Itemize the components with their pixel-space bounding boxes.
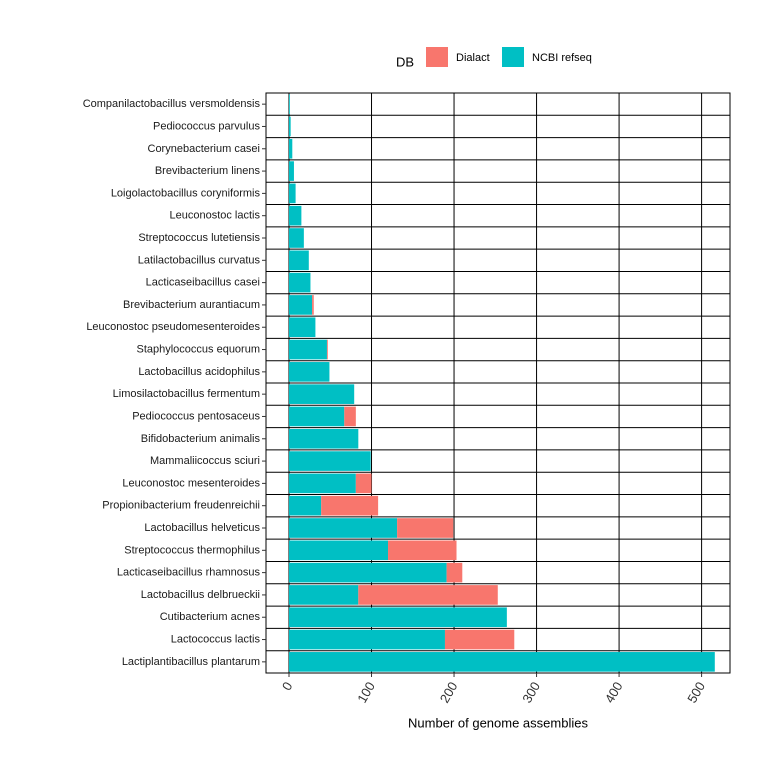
y-tick-label: Loigolactobacillus coryniformis xyxy=(111,187,261,199)
y-axis: Companilactobacillus versmoldensis Pedioc… xyxy=(83,98,266,668)
x-tick-label: 400 xyxy=(602,679,626,705)
bar-ncbi-refseq-latilactobacillus-curvatus xyxy=(289,250,309,271)
bars xyxy=(289,94,715,672)
plot-panel-border xyxy=(265,92,731,674)
y-tick-label: Lacticaseibacillus rhamnosus xyxy=(117,567,261,579)
bar-ncbi-refseq-brevibacterium-linens xyxy=(289,161,294,181)
x-tick-label: 200 xyxy=(437,679,461,705)
y-tick-label: Companilactobacillus versmoldensis xyxy=(83,98,261,110)
bar-dialact-staphylococcus-equorum xyxy=(326,339,328,360)
bar-ncbi-refseq-lactiplantibacillus-plantarum xyxy=(289,652,715,672)
bar-ncbi-refseq-leuconostoc-mesenteroides xyxy=(289,473,356,494)
legend-swatch-ncbi-refseq xyxy=(502,47,524,67)
y-tick-label: Lactiplantibacillus plantarum xyxy=(122,656,260,668)
bar-dialact-lacticaseibacillus-rhamnosus xyxy=(446,562,463,583)
bar-ncbi-refseq-corynebacterium-casei xyxy=(289,138,293,159)
bar-ncbi-refseq-lactobacillus-delbrueckii xyxy=(289,585,359,605)
bar-ncbi-refseq-bifidobacterium-animalis xyxy=(289,428,359,449)
x-axis: 0 100 200 300 400 500 xyxy=(279,673,708,706)
bar-ncbi-refseq-streptococcus-lutetiensis xyxy=(289,228,304,248)
bar-ncbi-refseq-loigolactobacillus-coryniformis xyxy=(289,183,296,204)
y-tick-label: Leuconostoc pseudomesenteroides xyxy=(86,321,260,333)
y-tick-label: Staphylococcus equorum xyxy=(136,344,260,356)
bar-dialact-brevibacterium-aurantiacum xyxy=(312,295,314,315)
bar-ncbi-refseq-propionibacterium-freudenreichii xyxy=(289,495,322,516)
legend-label-dialact: Dialact xyxy=(456,52,490,64)
y-tick-label: Lactococcus lactis xyxy=(171,634,261,646)
y-tick-label: Bifidobacterium animalis xyxy=(141,433,261,445)
bar-ncbi-refseq-staphylococcus-equorum xyxy=(289,339,327,360)
x-tick-label: 0 xyxy=(279,679,296,693)
bar-ncbi-refseq-cutibacterium-acnes xyxy=(289,607,507,628)
bar-ncbi-refseq-lacticaseibacillus-rhamnosus xyxy=(289,562,447,583)
x-axis-title: Number of genome assemblies xyxy=(408,716,588,731)
gridlines xyxy=(266,92,730,674)
bar-ncbi-refseq-companilactobacillus-versmoldensis xyxy=(289,94,290,114)
y-tick-label: Streptococcus lutetiensis xyxy=(138,232,260,244)
y-tick-label: Mammaliicoccus sciuri xyxy=(150,455,260,467)
bar-ncbi-refseq-mammaliicoccus-sciuri xyxy=(289,451,371,471)
y-tick-label: Lactobacillus delbrueckii xyxy=(141,589,260,601)
y-tick-label: Leuconostoc mesenteroides xyxy=(122,477,260,489)
bar-ncbi-refseq-brevibacterium-aurantiacum xyxy=(289,295,313,315)
legend-swatch-dialact xyxy=(426,47,448,67)
bar-ncbi-refseq-lacticaseibacillus-casei xyxy=(289,272,311,293)
x-tick-label: 300 xyxy=(519,679,543,705)
x-tick-label: 100 xyxy=(354,679,378,705)
y-tick-label: Pediococcus pentosaceus xyxy=(132,410,260,422)
y-tick-label: Propionibacterium freudenreichii xyxy=(102,500,260,512)
bar-dialact-pediococcus-pentosaceus xyxy=(344,406,356,427)
bar-dialact-lactococcus-lactis xyxy=(444,629,515,650)
y-tick-label: Latilactobacillus curvatus xyxy=(138,254,261,266)
y-tick-label: Cutibacterium acnes xyxy=(160,611,261,623)
bar-ncbi-refseq-leuconostoc-lactis xyxy=(289,205,302,226)
y-tick-label: Limosilactobacillus fermentum xyxy=(113,388,260,400)
bar-dialact-lactobacillus-delbrueckii xyxy=(358,585,498,605)
legend: DB Dialact NCBI refseq xyxy=(396,47,592,70)
y-tick-label: Lacticaseibacillus casei xyxy=(146,277,260,289)
bar-dialact-leuconostoc-mesenteroides xyxy=(355,473,372,494)
y-tick-label: Corynebacterium casei xyxy=(148,143,261,155)
legend-title: DB xyxy=(396,55,414,70)
bar-ncbi-refseq-lactococcus-lactis xyxy=(289,629,445,650)
bar-ncbi-refseq-pediococcus-pentosaceus xyxy=(289,406,345,427)
y-tick-label: Streptococcus thermophilus xyxy=(124,544,260,556)
bar-dialact-propionibacterium-freudenreichii xyxy=(321,495,379,516)
bar-dialact-lactobacillus-helveticus xyxy=(397,518,454,538)
y-tick-label: Lactobacillus helveticus xyxy=(144,522,260,534)
legend-label-ncbi-refseq: NCBI refseq xyxy=(532,52,592,64)
bar-ncbi-refseq-lactobacillus-acidophilus xyxy=(289,362,330,382)
y-tick-label: Leuconostoc lactis xyxy=(170,210,261,222)
bar-ncbi-refseq-pediococcus-parvulus xyxy=(289,116,291,137)
y-tick-label: Brevibacterium linens xyxy=(155,165,261,177)
bar-ncbi-refseq-lactobacillus-helveticus xyxy=(289,518,398,538)
bar-ncbi-refseq-streptococcus-thermophilus xyxy=(289,540,389,561)
bar-ncbi-refseq-limosilactobacillus-fermentum xyxy=(289,384,355,404)
bar-dialact-streptococcus-thermophilus xyxy=(388,540,457,561)
x-tick-label: 500 xyxy=(684,679,708,705)
y-tick-label: Brevibacterium aurantiacum xyxy=(123,299,260,311)
y-tick-label: Pediococcus parvulus xyxy=(153,120,261,132)
y-tick-label: Lactobacillus acidophilus xyxy=(138,366,260,378)
bar-ncbi-refseq-leuconostoc-pseudomesenteroides xyxy=(289,317,316,338)
